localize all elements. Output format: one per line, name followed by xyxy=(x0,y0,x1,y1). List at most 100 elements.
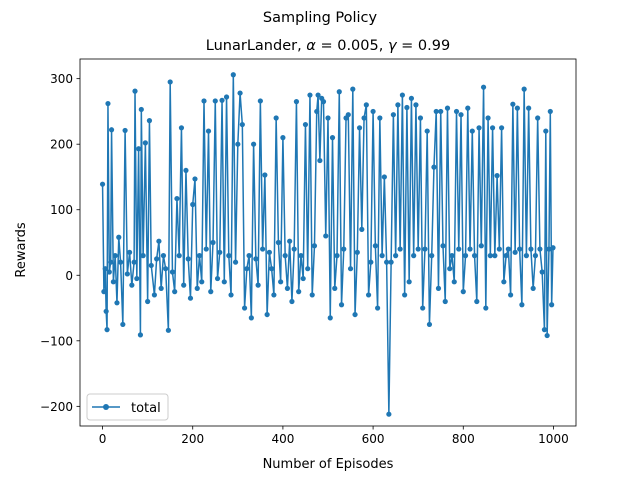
data-point xyxy=(226,253,232,259)
data-point xyxy=(325,115,331,121)
data-point xyxy=(174,195,180,202)
data-point xyxy=(176,253,182,259)
data-point xyxy=(127,249,133,255)
y-axis-ticks: −200 −100 0 100 200 300 xyxy=(40,72,80,414)
data-point xyxy=(167,79,173,85)
data-point xyxy=(291,246,297,252)
data-point xyxy=(300,275,306,282)
data-point xyxy=(228,292,234,298)
data-point xyxy=(549,302,555,308)
x-tick-label: 600 xyxy=(362,432,385,446)
data-point xyxy=(214,275,221,282)
data-point xyxy=(110,279,116,285)
data-point xyxy=(163,266,169,272)
data-point xyxy=(365,292,372,298)
data-point xyxy=(338,302,345,308)
data-point xyxy=(415,246,421,252)
data-point xyxy=(433,108,439,115)
data-point xyxy=(550,245,556,251)
data-point xyxy=(129,282,135,288)
data-point xyxy=(205,128,212,134)
data-point xyxy=(289,298,295,305)
data-point xyxy=(363,102,369,108)
data-point xyxy=(499,125,505,131)
data-point xyxy=(444,105,451,111)
data-point xyxy=(413,102,419,108)
data-point xyxy=(356,125,363,131)
data-point xyxy=(460,289,466,295)
data-point xyxy=(262,172,268,178)
data-point xyxy=(269,266,275,272)
data-point xyxy=(546,246,552,252)
data-point xyxy=(539,269,545,275)
data-point xyxy=(440,243,446,249)
chart-suptitle: Sampling Policy xyxy=(263,10,378,26)
data-point xyxy=(244,266,250,272)
data-point xyxy=(104,327,110,333)
chart-title: LunarLander, α = 0.005, γ = 0.99 xyxy=(206,38,450,54)
data-point xyxy=(114,300,120,306)
data-point xyxy=(404,104,410,111)
data-point xyxy=(422,246,428,252)
data-point xyxy=(417,115,424,121)
data-point xyxy=(370,108,376,115)
data-point xyxy=(411,253,417,259)
data-point xyxy=(483,305,489,311)
data-point xyxy=(248,315,254,321)
data-point xyxy=(537,246,543,252)
y-tick-label: −200 xyxy=(40,400,73,414)
data-point xyxy=(156,238,162,244)
data-point xyxy=(282,253,288,259)
data-point xyxy=(140,253,146,259)
data-point xyxy=(435,285,442,291)
gamma-symbol: γ xyxy=(388,38,398,54)
data-point xyxy=(447,266,453,272)
data-point xyxy=(543,128,549,134)
alpha-symbol: α xyxy=(306,38,316,54)
data-point xyxy=(116,234,122,240)
data-point xyxy=(375,305,381,311)
data-point xyxy=(350,86,356,92)
data-point xyxy=(390,112,396,118)
data-point xyxy=(239,121,245,128)
data-point xyxy=(251,141,257,147)
data-point xyxy=(395,102,401,108)
x-tick-label: 200 xyxy=(181,432,204,446)
data-point xyxy=(476,125,482,131)
data-point xyxy=(192,176,198,182)
data-point xyxy=(526,105,532,111)
data-point xyxy=(271,292,277,298)
data-point xyxy=(332,285,338,291)
data-point xyxy=(137,332,144,338)
data-point xyxy=(203,246,209,252)
data-point xyxy=(309,292,315,298)
data-point xyxy=(103,308,109,314)
x-tick-label: 400 xyxy=(271,432,294,446)
data-point xyxy=(142,140,148,146)
data-point xyxy=(210,239,216,246)
data-point xyxy=(386,411,392,417)
data-point xyxy=(284,285,291,291)
data-point xyxy=(424,128,430,134)
data-point xyxy=(393,253,399,259)
data-point xyxy=(347,266,354,272)
x-tick-label: 1000 xyxy=(538,432,569,446)
data-point xyxy=(512,249,518,255)
data-point xyxy=(469,128,475,134)
data-point xyxy=(101,289,107,295)
data-point xyxy=(406,279,412,285)
data-point xyxy=(296,289,302,295)
data-point xyxy=(449,253,455,259)
data-point xyxy=(165,327,171,333)
data-point xyxy=(237,90,243,96)
data-point xyxy=(223,94,230,100)
data-point xyxy=(442,298,448,305)
data-point xyxy=(327,315,333,321)
data-point xyxy=(315,92,321,98)
axes-frame xyxy=(79,58,577,427)
data-point xyxy=(108,127,115,133)
data-point xyxy=(275,239,281,246)
data-point xyxy=(257,98,263,104)
data-point xyxy=(505,246,511,252)
